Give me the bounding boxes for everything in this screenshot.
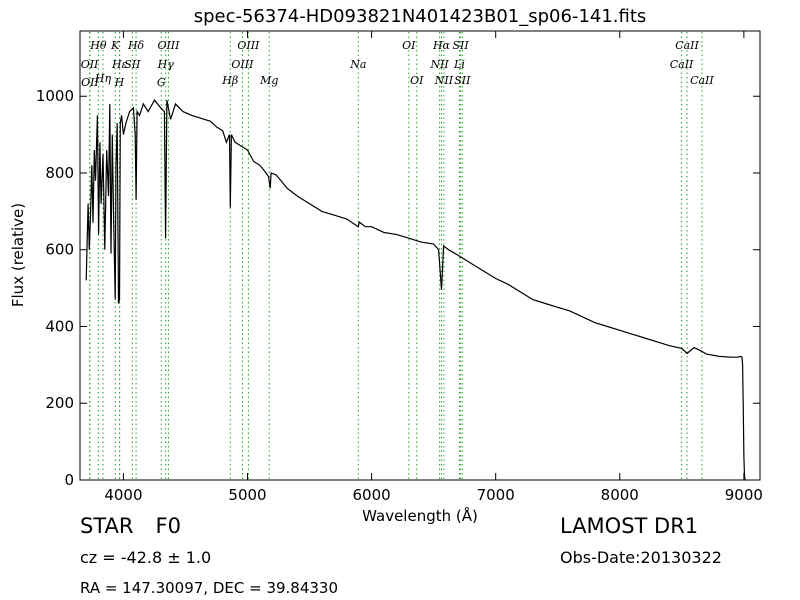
marker-label: OI: [402, 39, 416, 52]
marker-label: CaII: [675, 39, 699, 52]
marker-label: OIII: [157, 39, 180, 52]
marker-label: OIII: [237, 39, 260, 52]
marker-label: Hδ: [127, 39, 145, 52]
coordinates-text: RA = 147.30097, DEC = 39.84330: [80, 579, 339, 597]
x-axis-label: Wavelength (Å): [362, 506, 478, 525]
marker-label: G: [157, 76, 166, 89]
y-tick-label: 1000: [36, 87, 74, 105]
marker-label: CaII: [690, 74, 714, 87]
marker-label: Hγ: [157, 58, 175, 71]
marker-label: Hα: [432, 39, 451, 52]
marker-label: OI: [410, 74, 424, 87]
marker-label: OII: [81, 76, 99, 89]
marker-label: Hθ: [89, 39, 107, 52]
marker-label: H: [114, 76, 125, 89]
observation-date: Obs-Date:20130322: [560, 548, 722, 567]
y-axis-label: Flux (relative): [9, 203, 27, 307]
marker-label: Hη: [94, 72, 112, 85]
chart-title: spec-56374-HD093821N401423B01_sp06-141.f…: [194, 6, 647, 27]
axis-ticks: 4000 5000 6000 7000 8000 9000 0 200 400 600 800 100…: [36, 31, 763, 504]
marker-label: SII: [454, 74, 471, 87]
marker-label: CaII: [670, 58, 694, 71]
x-tick-label: 7000: [477, 486, 515, 504]
marker-label: NII: [434, 74, 454, 87]
y-tick-label: 800: [45, 164, 74, 182]
y-tick-label: 0: [64, 471, 74, 489]
spectrum-line: [85, 99, 746, 481]
marker-label: NII: [429, 58, 449, 71]
redshift-text: cz = -42.8 ± 1.0: [80, 548, 212, 567]
marker-label: Hε: [111, 58, 128, 71]
marker-label: Na: [349, 58, 366, 71]
marker-label: OIII: [231, 58, 254, 71]
marker-label: Mg: [259, 74, 278, 87]
plot-frame: [79, 30, 761, 481]
y-tick-label: 400: [45, 317, 74, 335]
marker-label: K: [110, 39, 120, 52]
object-subclass: F0: [155, 514, 181, 538]
x-tick-label: 4000: [104, 486, 142, 504]
marker-label: SII: [452, 39, 469, 52]
marker-label: OII: [81, 58, 99, 71]
marker-label: SII: [124, 58, 141, 71]
x-tick-label: 9000: [725, 486, 763, 504]
y-tick-label: 200: [45, 394, 74, 412]
object-class: STAR F0: [80, 514, 181, 538]
x-tick-label: 5000: [228, 486, 266, 504]
x-tick-label: 8000: [601, 486, 639, 504]
x-tick-label: 6000: [353, 486, 391, 504]
object-class-label: STAR: [80, 514, 134, 538]
survey-label: LAMOST DR1: [560, 514, 699, 538]
marker-label: Li: [453, 58, 465, 71]
marker-label: Hβ: [221, 74, 238, 87]
y-tick-label: 600: [45, 241, 74, 259]
